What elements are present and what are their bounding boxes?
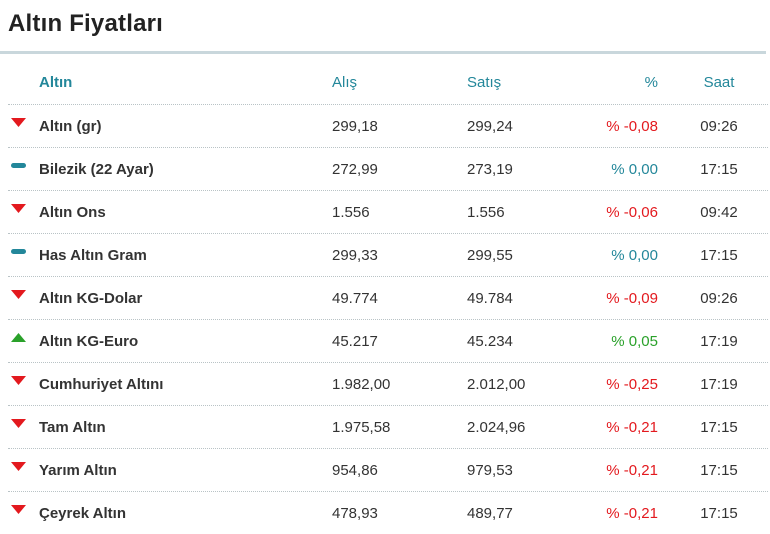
item-name[interactable]: Tam Altın [39, 419, 106, 436]
arrow-down-icon [11, 290, 26, 300]
buy-price: 45.217 [332, 333, 378, 350]
table-row[interactable]: Bilezik (22 Ayar) 272,99 273,19 % 0,00 17:15 [8, 147, 768, 190]
sell-price: 979,53 [467, 462, 513, 479]
buy-price: 299,18 [332, 118, 378, 135]
change-percent: % -0,21 [606, 462, 658, 479]
table-row[interactable]: Tam Altın 1.975,58 2.024,96 % -0,21 17:15 [8, 405, 768, 448]
update-time: 17:15 [700, 419, 738, 436]
change-percent: % -0,09 [606, 290, 658, 307]
column-header-time[interactable]: Saat [703, 74, 735, 91]
item-name[interactable]: Altın Ons [39, 204, 106, 221]
sell-price: 2.012,00 [467, 376, 526, 393]
arrow-down-icon [11, 419, 26, 429]
sell-price: 299,24 [467, 118, 513, 135]
dash-icon [11, 247, 26, 257]
sell-price: 45.234 [467, 333, 513, 350]
dash-icon [11, 161, 26, 171]
buy-price: 299,33 [332, 247, 378, 264]
table-row[interactable]: Yarım Altın 954,86 979,53 % -0,21 17:15 [8, 448, 768, 491]
sell-price: 299,55 [467, 247, 513, 264]
change-percent: % 0,00 [611, 161, 658, 178]
arrow-down-icon [11, 376, 26, 386]
buy-price: 1.556 [332, 204, 370, 221]
change-percent: % -0,08 [606, 118, 658, 135]
table-row[interactable]: Çeyrek Altın 478,93 489,77 % -0,21 17:15 [8, 491, 768, 534]
change-percent: % -0,06 [606, 204, 658, 221]
item-name[interactable]: Cumhuriyet Altını [39, 376, 164, 393]
price-table-body: Altın (gr) 299,18 299,24 % -0,08 09:26 Bilezi… [8, 104, 768, 534]
column-header-buy[interactable]: Alış [332, 74, 358, 91]
table-row[interactable]: Altın Ons 1.556 1.556 % -0,06 09:42 [8, 190, 768, 233]
item-name[interactable]: Yarım Altın [39, 462, 117, 479]
item-name[interactable]: Çeyrek Altın [39, 505, 126, 522]
arrow-down-icon [11, 204, 26, 214]
table-row[interactable]: Has Altın Gram 299,33 299,55 % 0,00 17:15 [8, 233, 768, 276]
change-percent: % 0,00 [611, 247, 658, 264]
buy-price: 1.982,00 [332, 376, 391, 393]
item-name[interactable]: Altın KG-Euro [39, 333, 139, 350]
sell-price: 49.784 [467, 290, 513, 307]
change-percent: % -0,21 [606, 505, 658, 522]
arrow-down-icon [11, 118, 26, 128]
item-name[interactable]: Altın KG-Dolar [39, 290, 143, 307]
buy-price: 478,93 [332, 505, 378, 522]
column-header-name[interactable]: Altın [39, 74, 73, 91]
change-percent: % -0,25 [606, 376, 658, 393]
change-percent: % -0,21 [606, 419, 658, 436]
item-name[interactable]: Has Altın Gram [39, 247, 147, 264]
sell-price: 2.024,96 [467, 419, 526, 436]
update-time: 17:15 [700, 505, 738, 522]
update-time: 17:15 [700, 247, 738, 264]
buy-price: 1.975,58 [332, 419, 391, 436]
sell-price: 489,77 [467, 505, 513, 522]
item-name[interactable]: Altın (gr) [39, 118, 102, 135]
page-title: Altın Fiyatları [8, 10, 164, 37]
table-row[interactable]: Altın KG-Euro 45.217 45.234 % 0,05 17:19 [8, 319, 768, 362]
table-row[interactable]: Altın KG-Dolar 49.774 49.784 % -0,09 09:26 [8, 276, 768, 319]
table-row[interactable]: Cumhuriyet Altını 1.982,00 2.012,00 % -0,25… [8, 362, 768, 405]
update-time: 09:42 [700, 204, 738, 221]
title-divider [0, 51, 766, 54]
arrow-down-icon [11, 462, 26, 472]
arrow-up-icon [11, 333, 26, 343]
sell-price: 273,19 [467, 161, 513, 178]
update-time: 17:15 [700, 462, 738, 479]
update-time: 09:26 [700, 118, 738, 135]
update-time: 17:15 [700, 161, 738, 178]
buy-price: 49.774 [332, 290, 378, 307]
update-time: 17:19 [700, 333, 738, 350]
buy-price: 272,99 [332, 161, 378, 178]
change-percent: % 0,05 [611, 333, 658, 350]
update-time: 17:19 [700, 376, 738, 393]
column-header-change[interactable]: % [644, 74, 658, 91]
arrow-down-icon [11, 505, 26, 515]
buy-price: 954,86 [332, 462, 378, 479]
table-row[interactable]: Altın (gr) 299,18 299,24 % -0,08 09:26 [8, 104, 768, 147]
item-name[interactable]: Bilezik (22 Ayar) [39, 161, 154, 178]
table-header: Altın Alış Satış % Saat [0, 62, 766, 104]
update-time: 09:26 [700, 290, 738, 307]
column-header-sell[interactable]: Satış [467, 74, 502, 91]
sell-price: 1.556 [467, 204, 505, 221]
